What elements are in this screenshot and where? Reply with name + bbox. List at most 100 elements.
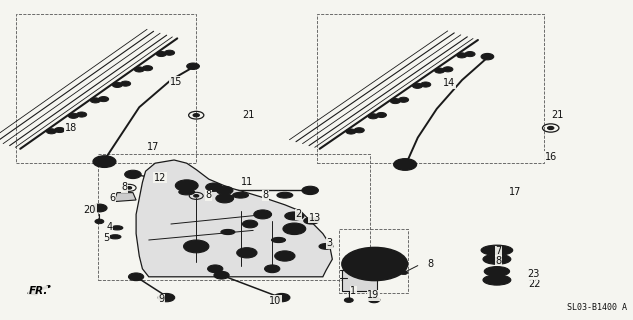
Circle shape (156, 52, 166, 57)
Circle shape (92, 204, 107, 212)
Circle shape (265, 265, 280, 273)
Circle shape (354, 128, 365, 133)
Ellipse shape (221, 229, 235, 235)
Text: 8: 8 (496, 256, 502, 266)
Circle shape (187, 63, 199, 69)
Circle shape (548, 126, 554, 130)
Text: 14: 14 (443, 78, 456, 88)
Circle shape (302, 186, 318, 195)
Text: FR.: FR. (28, 285, 47, 296)
Text: 17: 17 (509, 187, 522, 197)
Bar (16, 14, 196, 163)
Text: 6: 6 (110, 193, 116, 204)
Circle shape (359, 256, 391, 272)
Text: 11: 11 (241, 177, 253, 188)
Text: 8: 8 (121, 182, 127, 192)
Circle shape (434, 68, 444, 73)
Circle shape (54, 127, 65, 132)
Ellipse shape (304, 218, 319, 224)
Text: SL03-B1400 A: SL03-B1400 A (567, 303, 627, 312)
Circle shape (193, 114, 199, 117)
Circle shape (46, 129, 56, 134)
Circle shape (275, 251, 295, 261)
Circle shape (216, 186, 233, 195)
Circle shape (142, 66, 153, 71)
Circle shape (288, 213, 301, 219)
Circle shape (206, 183, 222, 191)
Text: 23: 23 (527, 269, 540, 279)
Bar (339, 229, 408, 293)
Ellipse shape (481, 245, 513, 255)
Circle shape (273, 293, 290, 302)
Circle shape (77, 112, 87, 117)
Circle shape (175, 180, 198, 191)
Circle shape (413, 83, 423, 88)
Ellipse shape (483, 275, 511, 285)
Circle shape (158, 293, 175, 302)
Circle shape (134, 67, 144, 72)
Circle shape (344, 298, 353, 302)
Text: 21: 21 (551, 110, 563, 120)
Bar (342, 270, 377, 291)
Text: 20: 20 (84, 204, 96, 215)
Circle shape (399, 97, 409, 102)
Circle shape (283, 223, 306, 235)
Text: 12: 12 (154, 172, 166, 183)
Circle shape (214, 271, 229, 279)
Text: 9: 9 (158, 294, 165, 304)
Circle shape (346, 129, 356, 134)
Circle shape (457, 53, 467, 58)
Circle shape (208, 265, 223, 273)
Circle shape (400, 271, 408, 275)
Circle shape (390, 99, 401, 104)
Circle shape (481, 53, 494, 60)
Text: 7: 7 (496, 246, 502, 256)
Circle shape (443, 67, 453, 72)
Text: 8: 8 (205, 190, 211, 200)
Bar (98, 154, 370, 280)
Circle shape (368, 297, 380, 303)
Ellipse shape (277, 192, 293, 198)
Text: 17: 17 (147, 142, 160, 152)
Circle shape (420, 82, 430, 87)
Circle shape (394, 159, 417, 170)
Circle shape (242, 220, 258, 228)
Circle shape (120, 81, 130, 86)
Circle shape (237, 248, 257, 258)
Text: 8: 8 (263, 190, 269, 200)
Circle shape (125, 170, 141, 179)
Circle shape (93, 156, 116, 167)
Text: 15: 15 (170, 76, 182, 87)
Bar (316, 14, 544, 163)
Circle shape (184, 240, 209, 253)
Ellipse shape (484, 267, 510, 276)
Text: 3: 3 (326, 238, 332, 248)
Text: 16: 16 (544, 152, 557, 162)
Ellipse shape (233, 192, 248, 198)
Ellipse shape (272, 237, 285, 243)
Text: 4: 4 (106, 222, 113, 232)
Text: 10: 10 (269, 296, 282, 306)
Circle shape (112, 82, 122, 87)
Circle shape (95, 219, 104, 224)
Ellipse shape (285, 212, 304, 220)
Circle shape (99, 97, 109, 102)
Circle shape (128, 273, 144, 281)
Text: 22: 22 (529, 279, 541, 289)
Circle shape (194, 195, 199, 197)
Polygon shape (136, 160, 332, 277)
Ellipse shape (483, 254, 511, 264)
Circle shape (342, 247, 408, 281)
Text: 21: 21 (242, 110, 254, 120)
Text: 19: 19 (367, 290, 380, 300)
Ellipse shape (319, 244, 333, 249)
Circle shape (368, 114, 379, 119)
Text: 8: 8 (427, 259, 434, 269)
Text: 2: 2 (296, 209, 302, 220)
Polygon shape (114, 193, 136, 202)
Circle shape (216, 194, 234, 203)
Ellipse shape (179, 189, 194, 195)
Circle shape (91, 98, 101, 103)
Ellipse shape (110, 235, 121, 239)
Circle shape (376, 112, 387, 117)
